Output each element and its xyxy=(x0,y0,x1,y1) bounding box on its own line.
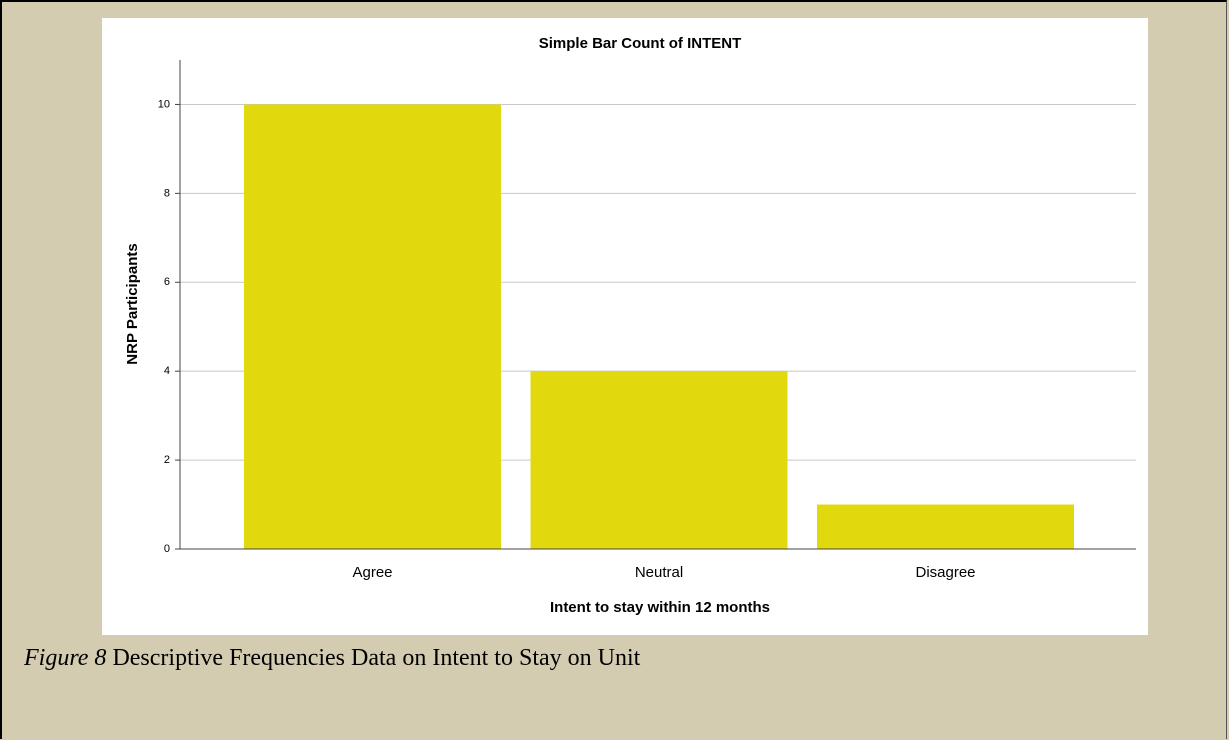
bar xyxy=(530,371,788,549)
y-tick-label: 10 xyxy=(158,98,170,110)
y-tick-label: 2 xyxy=(164,454,170,466)
y-tick-label: 8 xyxy=(164,187,170,199)
x-tick-label: Disagree xyxy=(915,564,975,581)
y-tick-label: 6 xyxy=(164,276,170,288)
bar xyxy=(817,504,1074,549)
chart: Simple Bar Count of INTENT Intent to sta… xyxy=(102,18,1148,635)
caption: Figure 8 Descriptive Frequencies Data on… xyxy=(24,645,640,672)
bar xyxy=(244,104,501,550)
caption-text: Descriptive Frequencies Data on Intent t… xyxy=(112,645,641,671)
x-axis-label: Intent to stay within 12 months xyxy=(550,599,770,616)
y-axis-label: NRP Participants xyxy=(124,243,141,364)
x-tick-label: Neutral xyxy=(635,564,683,581)
x-tick-label: Agree xyxy=(352,564,392,581)
caption-label: Figure 8 xyxy=(24,645,107,671)
y-tick-label: 4 xyxy=(164,365,170,377)
chart-title: Simple Bar Count of INTENT xyxy=(539,35,742,52)
y-tick-label: 0 xyxy=(164,543,170,555)
